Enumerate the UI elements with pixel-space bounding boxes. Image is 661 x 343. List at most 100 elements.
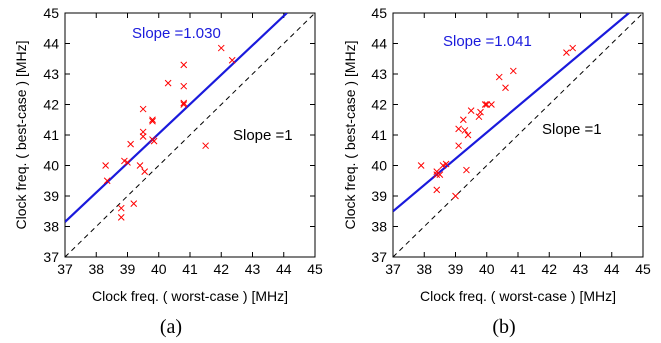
data-point [509,67,517,75]
reference-line [65,13,315,257]
data-point [130,200,138,207]
data-point [436,171,444,179]
y-tick-label: 38 [43,219,59,235]
y-tick-label: 42 [43,97,59,113]
data-point [569,44,577,52]
reference-line [393,13,643,257]
fit-slope-label: Slope =1.030 [132,25,221,42]
data-point [141,168,149,175]
x-tick-label: 38 [88,261,104,277]
y-tick-label: 45 [43,5,59,21]
data-point [452,192,459,200]
x-tick-label: 42 [213,261,229,277]
x-tick-label: 37 [57,261,73,277]
data-points [102,44,236,221]
tick-marks [64,12,316,258]
y-tick-labels: 37 38 39 40 41 42 43 44 45 [371,5,387,265]
data-point [417,162,425,169]
y-tick-label: 37 [371,249,387,265]
fit-line [65,13,288,223]
data-point [102,162,109,169]
data-point [180,99,188,107]
data-point [475,113,483,121]
data-point [124,159,131,166]
y-tick-labels: 37 38 39 40 41 42 43 44 45 [43,5,59,265]
data-point [463,166,470,174]
y-tick-label: 42 [371,97,387,113]
x-tick-label: 39 [448,261,464,277]
fit-line [393,13,630,213]
data-point [139,105,147,113]
y-tick-label: 44 [371,36,387,52]
y-tick-label: 40 [43,158,59,174]
x-axis-label: Clock freq. ( worst-case ) [MHz] [420,288,616,304]
y-tick-label: 41 [371,127,387,143]
y-tick-label: 45 [371,5,387,21]
x-tick-label: 37 [385,261,401,277]
data-point [149,116,156,124]
data-point [502,84,509,92]
y-tick-label: 37 [43,249,59,265]
x-tick-label: 45 [635,261,651,277]
data-point [563,49,570,57]
data-point [461,127,469,134]
y-tick-label: 39 [371,188,387,204]
data-point [117,213,125,221]
x-tick-label: 44 [276,261,292,277]
data-points [417,44,577,200]
y-tick-label: 44 [43,36,59,52]
data-point [464,131,472,139]
x-tick-label: 40 [151,261,167,277]
x-axis-label: Clock freq. ( worst-case ) [MHz] [92,288,288,304]
y-axis-label: Clock freq. ( best-case ) [MHz] [342,40,358,229]
x-tick-label: 40 [479,261,495,277]
data-point [180,61,188,69]
caption-b: (b) [492,316,515,338]
reference-slope-label: Slope =1 [233,127,293,144]
data-point [455,125,462,133]
data-point [467,107,475,114]
data-point [439,162,447,169]
data-point [433,171,441,179]
data-point [180,82,188,90]
data-point [459,116,467,124]
y-tick-label: 40 [371,158,387,174]
reference-slope-label: Slope =1 [542,121,602,138]
x-tick-label: 44 [604,261,620,277]
data-point [149,136,156,143]
fit-slope-label: Slope =1.041 [443,33,532,50]
chart-panel-b: 37 38 39 40 41 42 43 44 45 37 38 39 40 41 42 43 44 45 Sl… [342,5,651,338]
data-point [488,101,495,108]
x-tick-label: 41 [182,261,198,277]
caption-a: (a) [160,316,182,338]
x-tick-label: 41 [510,261,526,277]
x-tick-label: 45 [307,261,323,277]
y-tick-label: 38 [371,219,387,235]
y-tick-label: 43 [43,66,59,82]
data-point [180,101,188,108]
data-point [139,133,147,140]
x-tick-label: 43 [245,261,261,277]
tick-marks [392,12,644,258]
x-tick-labels: 37 38 39 40 41 42 43 44 45 [57,261,323,277]
data-point [136,162,144,169]
data-point [127,140,134,148]
x-tick-label: 43 [573,261,589,277]
data-point [103,177,111,185]
chart-panel-a: 37 38 39 40 41 42 43 44 45 37 38 39 40 41 42 43 44 45 Sl… [13,5,323,338]
data-point [495,73,503,81]
data-point [477,108,484,116]
data-point [481,101,489,108]
y-tick-label: 43 [371,66,387,82]
data-point [217,44,225,52]
data-point [202,142,209,150]
y-axis-label: Clock freq. ( best-case ) [MHz] [13,40,29,229]
x-tick-label: 42 [541,261,557,277]
data-point [228,56,236,64]
data-point [164,79,172,87]
data-point [117,204,125,212]
y-tick-label: 41 [43,127,59,143]
x-tick-label: 38 [416,261,432,277]
data-point [149,117,156,125]
